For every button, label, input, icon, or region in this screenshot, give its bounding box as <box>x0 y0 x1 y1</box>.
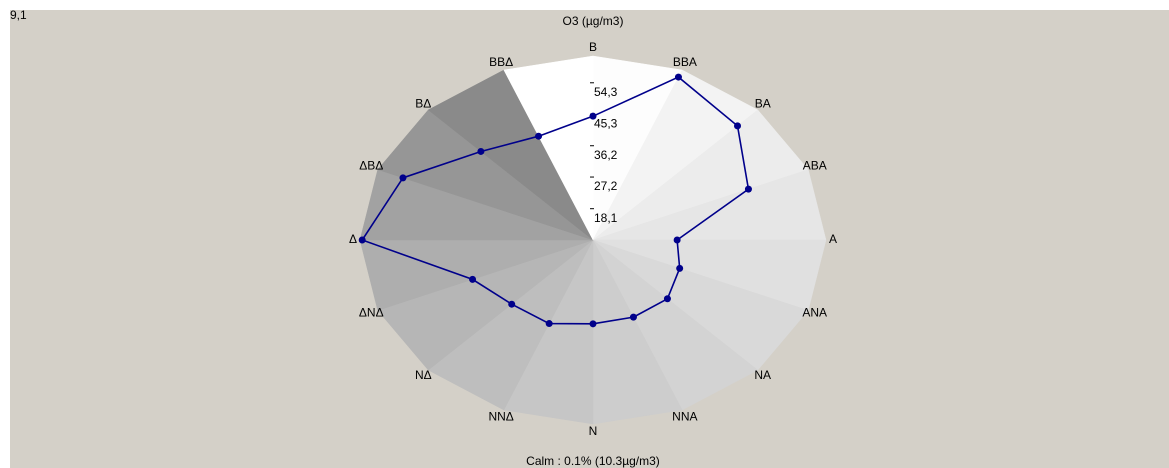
footnote: Calm : 0.1% (10.3µg/m3) <box>526 454 660 468</box>
data-point <box>676 264 684 272</box>
data-point <box>535 132 543 140</box>
data-point <box>399 174 407 182</box>
direction-label: NNΔ <box>488 410 513 424</box>
direction-label: NNA <box>672 410 697 424</box>
direction-label: Δ <box>349 232 357 246</box>
direction-label: ABA <box>803 159 827 173</box>
direction-label: BBA <box>673 55 697 69</box>
direction-label: BA <box>755 96 771 110</box>
data-point <box>545 320 553 328</box>
r-tick-label: 54,3 <box>594 85 618 99</box>
direction-label: B <box>589 40 597 54</box>
data-point <box>629 313 637 321</box>
direction-label: NΔ <box>415 368 432 382</box>
data-point <box>469 275 477 283</box>
data-point <box>674 73 682 81</box>
direction-label: ANA <box>802 306 827 320</box>
direction-label: A <box>829 232 837 246</box>
data-point <box>589 320 597 328</box>
r-tick-label: 27,2 <box>594 179 618 193</box>
sector <box>503 55 594 241</box>
data-point <box>734 122 742 130</box>
direction-label: BBΔ <box>489 55 513 69</box>
direction-label: ΔBΔ <box>359 159 383 173</box>
corner-label: 9,1 <box>10 8 27 22</box>
r-tick-label: 45,3 <box>594 116 618 130</box>
data-point <box>589 112 597 120</box>
data-point <box>744 185 752 193</box>
data-point <box>358 236 366 244</box>
direction-label: N <box>589 424 598 438</box>
data-point <box>673 236 681 244</box>
r-tick-label: 18,1 <box>594 211 618 225</box>
data-point <box>663 295 671 303</box>
direction-label: ΔNΔ <box>359 306 384 320</box>
chart-title: O3 (µg/m3) <box>563 14 624 28</box>
direction-label: NA <box>754 368 771 382</box>
data-point <box>508 300 516 308</box>
direction-label: BΔ <box>415 96 431 110</box>
r-tick-label: 36,2 <box>594 148 618 162</box>
data-point <box>477 147 485 155</box>
